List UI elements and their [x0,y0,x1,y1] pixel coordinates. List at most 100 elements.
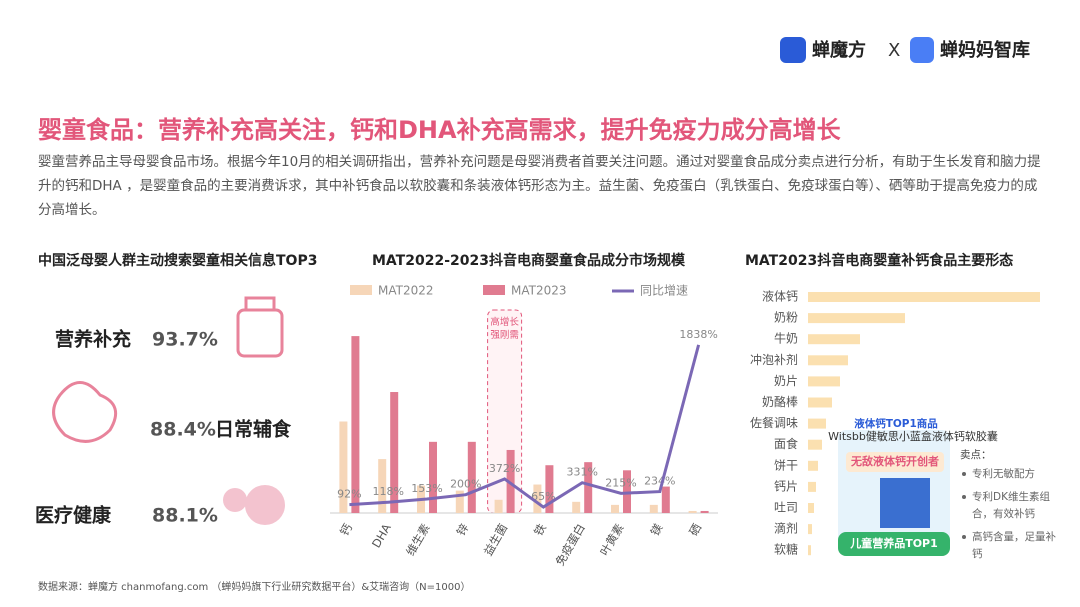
item-value: 93.7% [152,329,218,351]
data-label: 372% [489,462,520,475]
brand: 蝉妈妈智库 [940,39,1030,61]
bar [533,484,542,513]
image-slogan: 无敌液体钙开创者 [850,454,939,468]
bar [808,334,860,345]
bullet [962,535,966,539]
bar [688,510,697,513]
selling-point: 专利DK维生素组合，有效补钙 [972,491,1050,520]
data-label: 153% [411,482,442,495]
y-tick-label: 冲泡补剂 [750,352,798,367]
section-title: 中国泛母婴人群主动搜索婴童相关信息TOP3 [38,252,317,269]
y-tick-label: 液体钙 [762,289,798,304]
legend-label: MAT2023 [511,284,567,298]
legend-label: 同比增速 [640,284,688,298]
x-tick-label: 叶黄素 [597,521,626,558]
y-tick-label: 佐餐调味 [750,415,798,430]
item-value: 88.4% [150,419,216,441]
bar [661,486,670,513]
bar [455,490,464,513]
item-value: 88.1% [152,505,218,527]
bar [808,397,832,408]
item-label: 医疗健康 [35,504,112,527]
bar [584,462,593,513]
bar [808,503,814,513]
item-label: 营养补充 [55,328,131,351]
x-tick-label: 镁 [648,521,666,538]
data-label: 92% [337,488,361,501]
x-tick-label: 锌 [454,521,472,538]
x-tick-label: DHA [369,521,394,550]
bar [494,499,503,513]
selling-point: 专利无敏配方 [972,468,1035,480]
data-label: 215% [605,476,636,489]
line [349,344,701,509]
bar [351,336,360,513]
item-label: 日常辅食 [215,418,292,441]
bar [429,441,437,513]
bar [808,292,1040,302]
legend-swatch [483,285,505,295]
bar [808,481,816,492]
page-title: 婴童食品：营养补充高关注，钙和DHA补充高需求，提升免疫力成分高增长 [38,116,841,144]
y-tick-label: 钙片 [774,479,798,493]
image-footer: 儿童营养品TOP1 [849,536,938,550]
bar [467,441,476,513]
x-tick-label: 钙 [337,521,355,538]
product-name: Witsbb健敏思小蓝盒液体钙软胶囊 [828,429,998,443]
logo-icon [780,37,806,63]
section-title: MAT2022-2023抖音电商婴童食品成分市场规模 [372,252,686,269]
bar [808,355,848,366]
selling-point: 高钙含量，足量补钙 [972,531,1056,560]
bullet [962,472,966,476]
legend-label: MAT2022 [378,284,434,298]
bar [808,460,818,471]
bar [700,510,709,513]
bar [378,459,387,513]
y-tick-label: 牛奶 [774,331,798,346]
bar [572,501,581,513]
image-footer-bg [838,532,950,556]
bar [390,392,399,513]
separator: X [888,40,900,61]
data-label: 200% [450,478,481,491]
icon [52,296,285,525]
x-tick-label: 铁 [531,521,549,538]
data-label: 118% [372,485,403,498]
data-label: 234% [644,475,675,488]
product-box [880,478,930,528]
description: 婴童营养品主导母婴食品市场。根据今年10月的相关调研指出，营养补充问题是母婴消费… [38,154,1041,218]
bar [808,545,811,556]
logo-icon [910,37,934,63]
x-tick-label: 硒 [686,521,704,538]
brand: 蝉魔方 [812,39,866,61]
badge: 液体钙TOP1商品 [854,417,938,430]
x-tick-label: 维生素 [403,521,432,558]
data-label: 65% [531,490,555,503]
y-tick-label: 吐司 [774,501,798,515]
bar [808,524,812,535]
y-tick-label: 奶片 [774,374,798,388]
y-tick-label: 饼干 [774,458,798,472]
bar [808,418,826,429]
y-tick-label: 软糖 [774,542,798,557]
bar [808,313,905,324]
x-tick-label: 益生菌 [481,521,510,558]
points-title: 卖点： [960,449,992,461]
section-title: MAT2023抖音电商婴童补钙食品主要形态 [745,252,1013,269]
bar [611,504,619,513]
bar [808,376,840,387]
bar [808,439,822,450]
bar [649,504,658,513]
annotation: 高增长强刚需 [490,316,519,341]
bar [339,421,348,513]
legend-swatch [350,285,372,295]
data-label: 331% [566,466,597,479]
y-tick-label: 面食 [774,436,798,451]
y-tick-label: 奶粉 [774,311,798,325]
y-tick-label: 滴剂 [774,521,798,536]
bullet [962,495,966,499]
x-tick-label: 免疫蛋白 [553,521,588,568]
source: 数据来源：蝉魔方 chanmofang.com （蝉妈妈旗下行业研究数据平台）&… [38,582,471,593]
